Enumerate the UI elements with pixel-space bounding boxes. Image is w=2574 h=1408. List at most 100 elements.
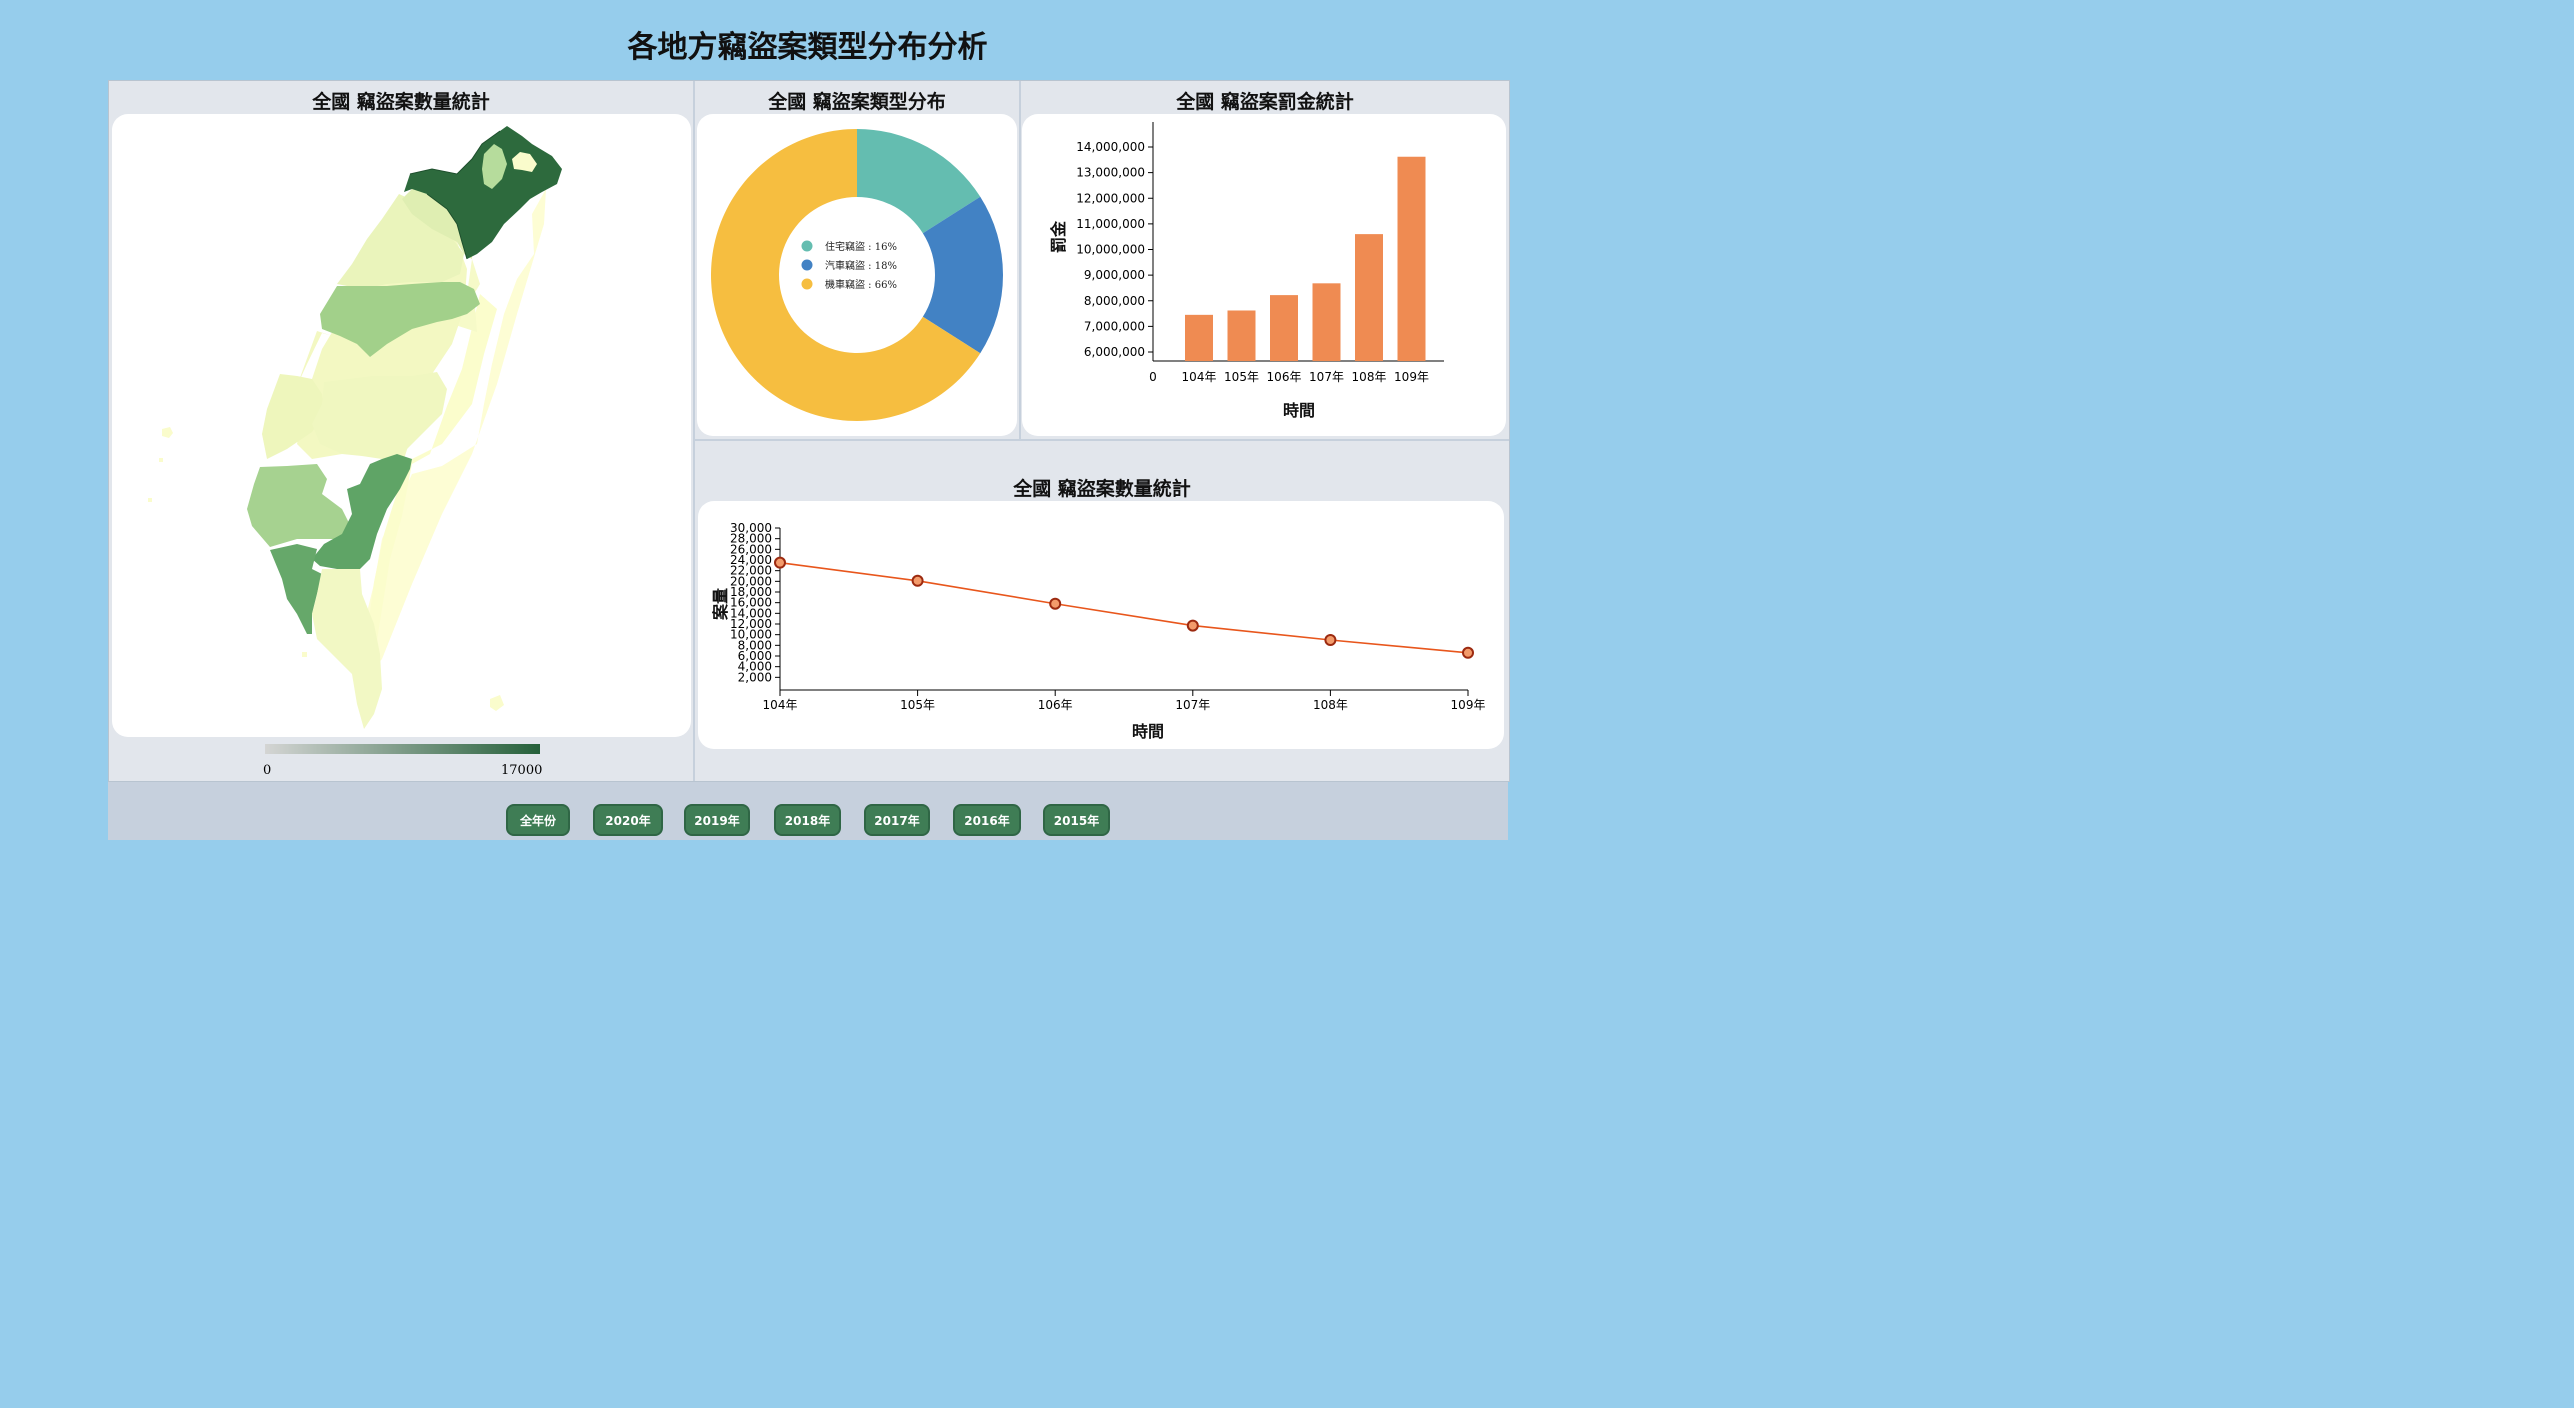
y-tick-label: 12,000 <box>730 617 772 631</box>
x-tick-label: 105年 <box>1224 370 1259 384</box>
bar[interactable] <box>1227 310 1256 361</box>
data-point[interactable] <box>774 556 786 569</box>
bar[interactable] <box>1397 156 1426 361</box>
data-point[interactable] <box>911 574 924 587</box>
divider <box>693 81 695 781</box>
map-region[interactable] <box>490 695 504 711</box>
map-region[interactable] <box>337 194 464 289</box>
map-region[interactable] <box>312 454 412 569</box>
map-region[interactable] <box>297 322 450 386</box>
legend-max-label: 17000 <box>501 763 543 778</box>
x-tick-label: 108年 <box>1313 698 1348 712</box>
series-line <box>779 561 1469 654</box>
divider <box>695 439 1509 441</box>
donut-slice[interactable] <box>922 196 1003 354</box>
x-tick-label: 106年 <box>1038 698 1073 712</box>
year-filter-button[interactable]: 2020年 <box>593 804 663 836</box>
line-chart: 2,0004,0006,0008,00010,00012,00014,00016… <box>711 521 1486 741</box>
donut-chart: 住宅竊盜 : 16% 汽車竊盜 : 18% 機車竊盜 : 66% <box>711 129 1003 421</box>
legend-gradient-bar <box>265 744 540 754</box>
map-region[interactable] <box>367 294 497 669</box>
map-region[interactable] <box>148 498 152 502</box>
y-axis-title: 案量 <box>711 588 730 621</box>
map-region[interactable] <box>364 189 546 669</box>
x-origin-label: 0 <box>1149 370 1157 384</box>
map-region[interactable] <box>312 372 447 459</box>
y-tick-label: 16,000 <box>730 596 772 610</box>
x-tick-label: 104年 <box>763 698 798 712</box>
y-tick-label: 28,000 <box>730 532 772 546</box>
taiwan-choropleth-map <box>148 126 562 729</box>
y-tick-label: 8,000,000 <box>1084 294 1145 308</box>
y-tick-label: 24,000 <box>730 553 772 567</box>
donut-panel-title: 全國 竊盜案類型分布 <box>768 91 946 113</box>
year-filter-button[interactable]: 2018年 <box>774 804 841 836</box>
x-tick-label: 104年 <box>1182 370 1217 384</box>
y-tick-label: 14,000,000 <box>1076 140 1145 154</box>
y-tick-label: 13,000,000 <box>1076 166 1145 180</box>
map-region[interactable] <box>270 544 322 634</box>
bar[interactable] <box>1355 234 1383 361</box>
data-point[interactable] <box>1324 634 1337 646</box>
y-axis-title: 罰金 <box>1049 220 1068 253</box>
bar[interactable] <box>1185 314 1213 361</box>
legend-swatch <box>801 278 813 290</box>
data-point[interactable] <box>1049 597 1062 610</box>
map-card <box>112 114 691 737</box>
donut-slice[interactable] <box>857 129 981 234</box>
map-region[interactable] <box>162 427 173 438</box>
y-tick-label: 9,000,000 <box>1084 268 1145 282</box>
data-point[interactable] <box>1462 646 1474 659</box>
map-region[interactable] <box>247 464 352 547</box>
legend-swatch <box>801 259 813 271</box>
map-region[interactable] <box>302 652 307 657</box>
map-region[interactable] <box>482 144 507 189</box>
y-tick-label: 8,000 <box>738 638 772 652</box>
year-filter-button[interactable]: 2015年 <box>1043 804 1110 836</box>
y-tick-label: 10,000,000 <box>1076 243 1145 257</box>
year-filter-button[interactable]: 全年份 <box>506 804 570 836</box>
map-region[interactable] <box>512 152 537 172</box>
bar[interactable] <box>1270 295 1298 361</box>
x-tick-label: 109年 <box>1451 698 1486 712</box>
y-tick-label: 6,000 <box>738 649 772 663</box>
y-tick-label: 22,000 <box>730 564 772 578</box>
y-tick-label: 6,000,000 <box>1084 345 1145 359</box>
x-tick-label: 109年 <box>1394 370 1429 384</box>
year-filter-button[interactable]: 2017年 <box>864 804 930 836</box>
map-panel-title: 全國 竊盜案數量統計 <box>312 91 490 113</box>
x-tick-label: 107年 <box>1175 698 1210 712</box>
y-tick-label: 18,000 <box>730 585 772 599</box>
x-tick-label: 105年 <box>900 698 935 712</box>
page-title: 各地方竊盜案類型分布分析 <box>627 30 988 65</box>
y-tick-label: 30,000 <box>730 521 772 535</box>
y-tick-label: 12,000,000 <box>1076 191 1145 205</box>
y-tick-label: 11,000,000 <box>1076 217 1145 231</box>
year-filter-button[interactable]: 2016年 <box>953 804 1021 836</box>
donut-slice[interactable] <box>711 129 981 421</box>
y-tick-label: 14,000 <box>730 606 772 620</box>
legend-swatch <box>801 240 813 252</box>
y-tick-label: 2,000 <box>738 670 772 684</box>
dashboard: 全國 竊盜案數量統計 <box>108 80 1510 782</box>
bar-card: 6,000,000 7,000,000 8,000,000 9,000,000 10,0… <box>1022 114 1506 436</box>
data-point[interactable] <box>1186 619 1199 632</box>
legend-label: 汽車竊盜 : 18% <box>825 259 897 272</box>
divider <box>1019 81 1021 439</box>
y-tick-label: 20,000 <box>730 574 772 588</box>
year-filter-button[interactable]: 2019年 <box>684 804 750 836</box>
line-card: 2,000 4,000 6,000 8,000 10,000 12,000 14,000 16… <box>698 501 1504 749</box>
bar-panel-title: 全國 竊盜案罰金統計 <box>1176 91 1354 113</box>
map-region[interactable] <box>320 282 480 357</box>
x-tick-label: 107年 <box>1309 370 1344 384</box>
x-tick-label: 108年 <box>1352 370 1387 384</box>
donut-card: 住宅竊盜 : 16% 汽車竊盜 : 18% 機車竊盜 : 66% <box>697 114 1017 436</box>
y-tick-label: 26,000 <box>730 542 772 556</box>
y-tick-label: 7,000,000 <box>1084 319 1145 333</box>
x-tick-label: 106年 <box>1267 370 1302 384</box>
legend-label: 住宅竊盜 : 16% <box>825 240 897 253</box>
map-region[interactable] <box>262 374 324 459</box>
map-region[interactable] <box>312 569 382 729</box>
bar[interactable] <box>1312 283 1341 361</box>
map-region[interactable] <box>159 458 163 462</box>
